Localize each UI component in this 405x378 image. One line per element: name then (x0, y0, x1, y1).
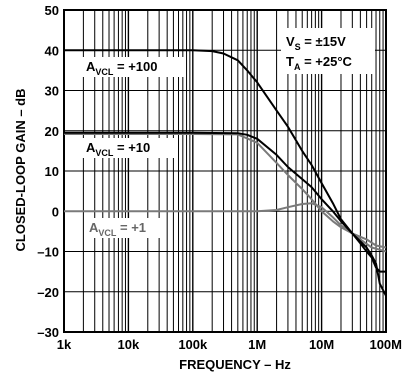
label-bg-10 (80, 138, 178, 158)
series-line-2 (64, 202, 387, 249)
y-tick-label: 40 (45, 43, 59, 58)
plot-frame (63, 9, 387, 333)
x-tick-label: 1M (248, 337, 266, 352)
series-label-avcl-10: AVCL = +10 (86, 140, 150, 158)
series-label-avcl-1: AVCL = +1 (89, 220, 146, 238)
vs-condition: VS = ±15V (286, 34, 346, 52)
x-tick-label: 100M (369, 337, 402, 352)
y-tick-label: 30 (45, 84, 59, 99)
curves (64, 49, 387, 297)
x-tick-label: 10k (118, 337, 140, 352)
label-bg-1 (84, 218, 164, 238)
x-tick-label: 100k (178, 337, 208, 352)
y-tick-label: 10 (45, 164, 59, 179)
y-tick-label: 20 (45, 124, 59, 139)
y-tick-label: 50 (45, 3, 59, 18)
series-label-avcl-100: AVCL = +100 (86, 59, 158, 77)
conditions-box (281, 28, 375, 74)
ta-condition: TA = +25°C (286, 54, 353, 72)
x-axis-title: FREQUENCY – Hz (179, 357, 291, 372)
annotations: VS = ±15V TA = +25°C AVCL = +100 AVCL = … (80, 28, 375, 238)
y-tick-label: –10 (37, 245, 59, 260)
label-bg-100 (80, 57, 185, 77)
y-tick-label: 0 (52, 204, 59, 219)
series-line-0 (64, 49, 386, 273)
y-axis-title: CLOSED-LOOP GAIN – dB (13, 89, 28, 252)
y-tick-label: –30 (37, 325, 59, 340)
y-tick-label: –20 (37, 285, 59, 300)
x-tick-label: 10M (309, 337, 334, 352)
x-tick-label: 1k (57, 337, 72, 352)
series-line-1 (64, 131, 387, 297)
